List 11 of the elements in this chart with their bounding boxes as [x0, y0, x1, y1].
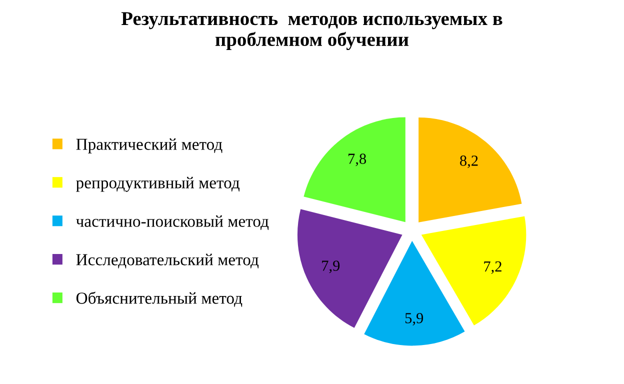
- legend-label: репродуктивный метод: [76, 176, 240, 192]
- legend-label: частично-поисковый метод: [76, 215, 269, 230]
- legend-label: Исследовательский метод: [76, 254, 259, 268]
- data-label: 7,9: [322, 260, 340, 274]
- legend-label: Объяснительный метод: [76, 292, 242, 307]
- chart-title: Результативность методов используемых в проблемном обучении: [121, 12, 502, 50]
- data-label: 8,2: [460, 156, 478, 168]
- data-label: 5,9: [405, 313, 424, 326]
- data-label: 7,2: [484, 261, 502, 274]
- data-label: 7,8: [348, 154, 366, 166]
- legend-label: Практический метод: [76, 138, 222, 154]
